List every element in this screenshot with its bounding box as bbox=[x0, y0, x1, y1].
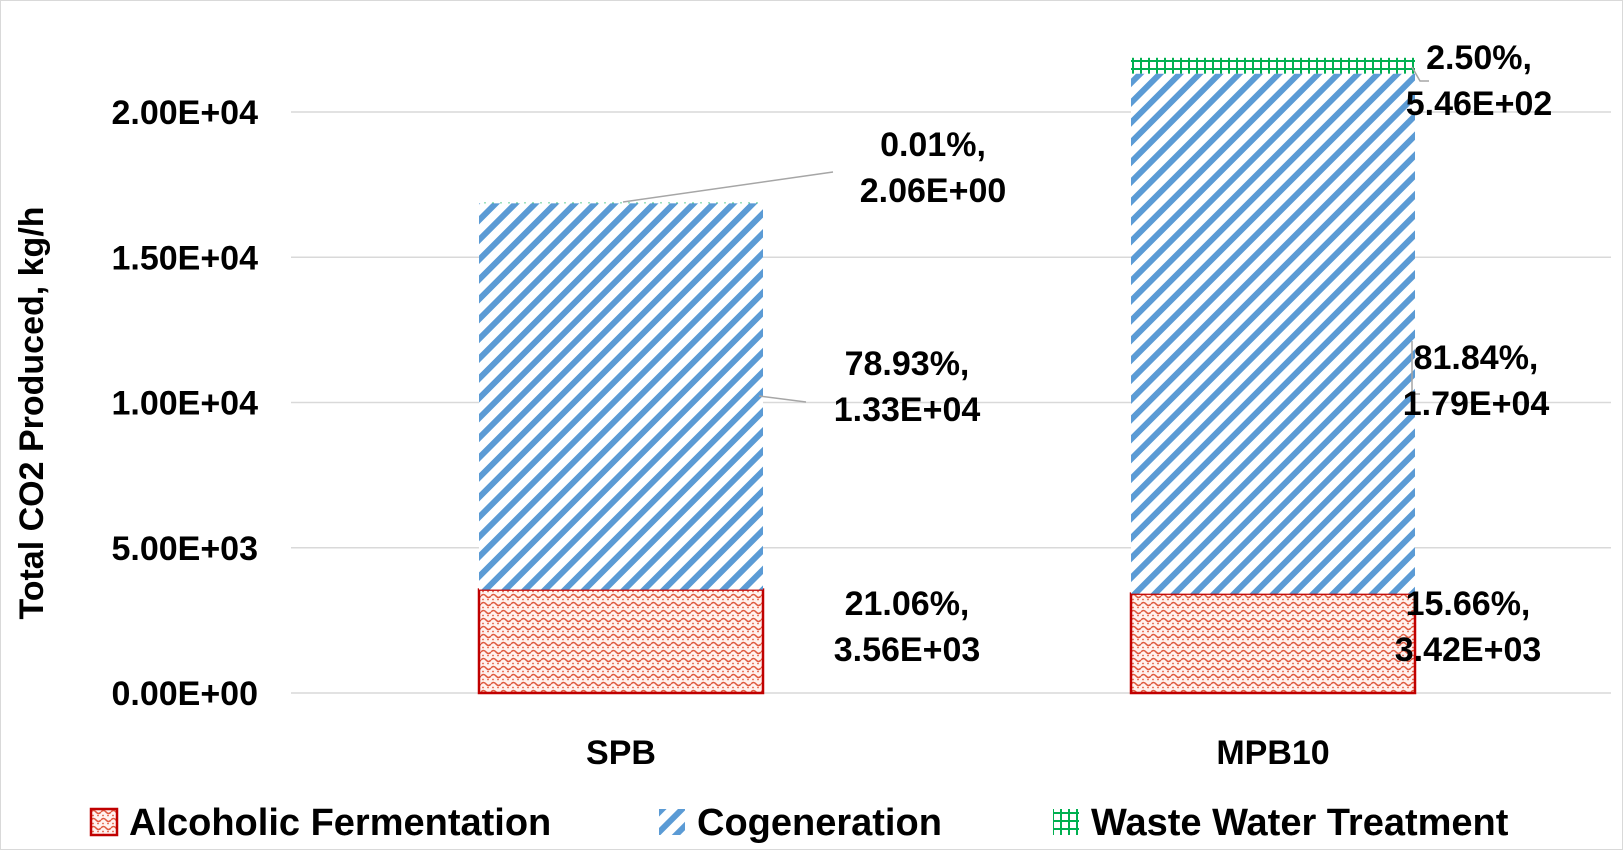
leader-line bbox=[1411, 341, 1420, 395]
data-labels: 21.06%, 3.56E+03 15.66%, 3.42E+03 78.93%, 1.3… bbox=[834, 39, 1553, 669]
data-label: 15.66%, 3.42E+03 bbox=[1395, 585, 1542, 669]
y-tick-label: 0.00E+00 bbox=[111, 675, 258, 713]
bar-segment bbox=[1131, 73, 1415, 594]
bar-segment bbox=[1129, 592, 1417, 695]
x-category-label: MPB10 bbox=[1216, 734, 1329, 772]
data-label: 2.50%, 5.46E+02 bbox=[1406, 39, 1553, 123]
y-tick-label: 1.00E+04 bbox=[111, 385, 258, 423]
bar-segment bbox=[1131, 57, 1415, 74]
leader-lines bbox=[622, 66, 1429, 403]
legend-item: Waste Water Treatment bbox=[1053, 802, 1509, 844]
legend-label: Cogeneration bbox=[697, 802, 942, 844]
x-category-label: SPB bbox=[586, 734, 656, 772]
leader-line bbox=[1411, 66, 1429, 82]
leader-line bbox=[622, 171, 834, 203]
y-tick-label: 1.50E+04 bbox=[111, 239, 258, 277]
y-axis: 0.00E+00 5.00E+03 1.00E+04 1.50E+04 2.00E+04 bbox=[111, 94, 258, 713]
legend-item: Cogeneration bbox=[659, 802, 942, 844]
bars-layer bbox=[477, 57, 1417, 695]
bar-segment bbox=[479, 202, 763, 204]
data-label: 0.01%, 2.06E+00 bbox=[860, 126, 1007, 210]
leader-line bbox=[758, 395, 807, 403]
data-label: 81.84%, 1.79E+04 bbox=[1403, 339, 1550, 423]
y-tick-label: 2.00E+04 bbox=[111, 94, 258, 132]
data-label: 21.06%, 3.56E+03 bbox=[834, 585, 981, 669]
legend-label: Waste Water Treatment bbox=[1091, 802, 1509, 844]
legend-swatch bbox=[659, 809, 685, 835]
bar-segment bbox=[477, 588, 765, 695]
legend-item: Alcoholic Fermentation bbox=[89, 802, 551, 844]
legend-label: Alcoholic Fermentation bbox=[129, 802, 551, 844]
legend-swatch bbox=[1053, 809, 1079, 835]
legend-swatch bbox=[89, 807, 119, 837]
x-axis: SPB MPB10 bbox=[586, 734, 1330, 772]
legend: Alcoholic Fermentation Cogeneration Waste … bbox=[89, 802, 1509, 844]
y-tick-label: 5.00E+03 bbox=[111, 530, 258, 568]
data-label: 78.93%, 1.33E+04 bbox=[834, 345, 981, 429]
bar-segment bbox=[479, 203, 763, 590]
y-axis-title: Total CO2 Produced, kg/h bbox=[13, 206, 51, 619]
